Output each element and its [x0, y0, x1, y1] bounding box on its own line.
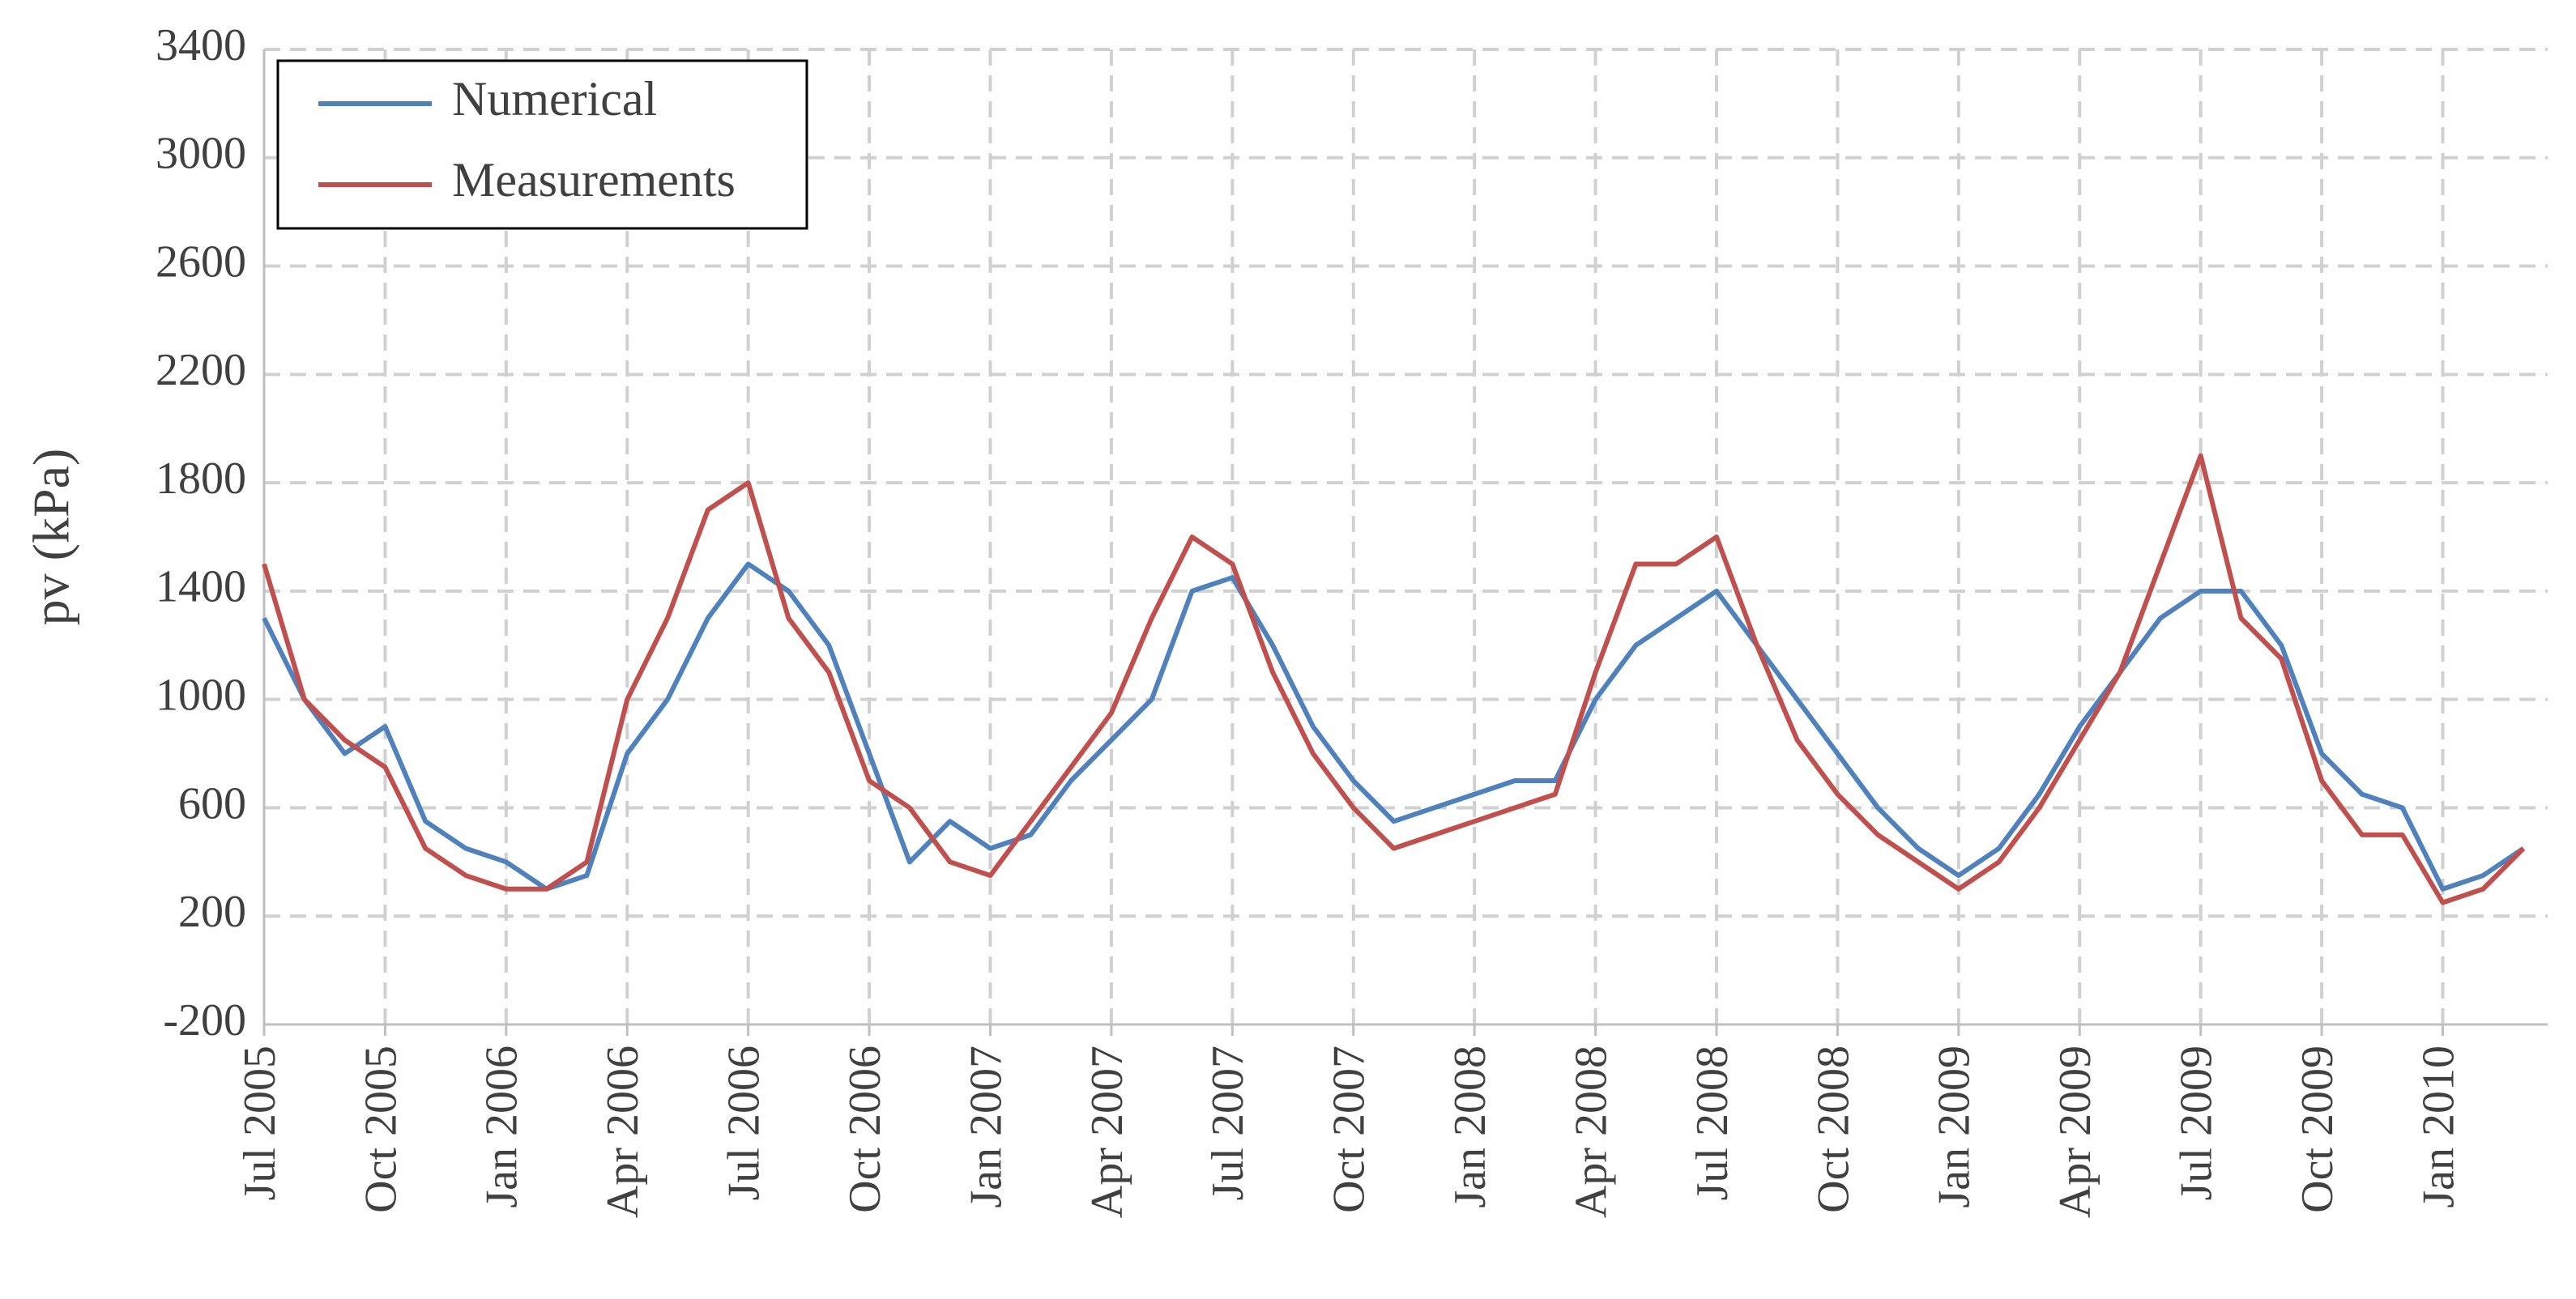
- legend-label: Numerical: [452, 72, 657, 126]
- legend-box: [276, 59, 808, 230]
- y-tick-label: 200: [178, 887, 246, 937]
- x-tick-label: Jan 2008: [1445, 1046, 1495, 1208]
- x-tick-label: Oct 2006: [840, 1046, 890, 1213]
- x-tick-label: Jan 2010: [2413, 1046, 2463, 1208]
- y-tick-label: 1000: [156, 671, 246, 721]
- x-tick-label: Oct 2007: [1324, 1046, 1375, 1213]
- x-tick-label: Jul 2008: [1687, 1046, 1738, 1200]
- x-tick-label: Jan 2009: [1930, 1046, 1980, 1208]
- x-tick-label: Jul 2009: [2172, 1046, 2222, 1200]
- x-tick-label: Jul 2005: [235, 1046, 285, 1200]
- series-line: [262, 453, 2526, 905]
- x-tick-label: Jan 2007: [961, 1046, 1011, 1208]
- y-tick-label: 600: [178, 778, 246, 828]
- legend-label: Measurements: [452, 153, 736, 207]
- x-tick-label: Oct 2005: [356, 1046, 406, 1213]
- x-tick-label: Apr 2008: [1566, 1046, 1616, 1218]
- x-tick-label: Oct 2009: [2292, 1046, 2343, 1213]
- y-tick-label: 1800: [156, 454, 246, 504]
- y-axis-label: pv (kPa): [23, 449, 80, 626]
- x-tick-label: Apr 2009: [2050, 1046, 2100, 1218]
- y-tick-label: 2600: [156, 236, 246, 287]
- x-tick-label: Jul 2007: [1203, 1046, 1253, 1200]
- y-tick-label: 2200: [156, 345, 246, 395]
- x-tick-label: Apr 2006: [598, 1046, 648, 1218]
- x-tick-label: Jul 2006: [719, 1046, 770, 1200]
- x-tick-label: Apr 2007: [1082, 1046, 1132, 1218]
- series-line: [262, 561, 2525, 892]
- x-tick-label: Oct 2008: [1808, 1046, 1858, 1213]
- y-tick-label: 3000: [156, 129, 246, 179]
- y-tick-label: -200: [163, 995, 246, 1046]
- y-tick-label: 3400: [156, 20, 246, 70]
- y-tick-label: 1400: [156, 562, 246, 612]
- x-tick-label: Jan 2006: [477, 1046, 527, 1208]
